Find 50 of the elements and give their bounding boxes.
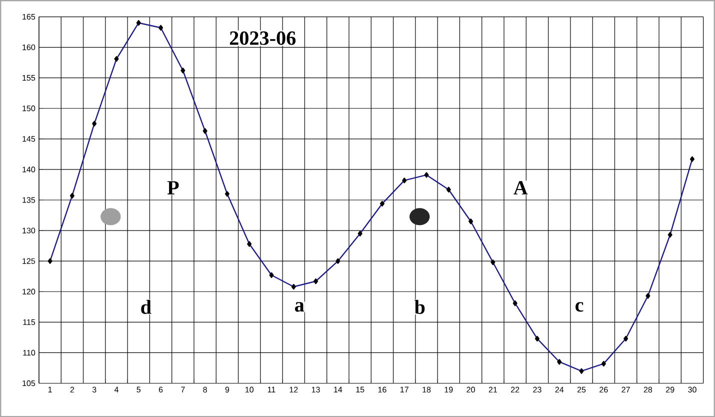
x-tick-label: 5 bbox=[136, 386, 141, 392]
y-tick-label: 150 bbox=[22, 105, 36, 112]
annotation: c bbox=[576, 302, 584, 312]
annotation: b bbox=[414, 300, 425, 314]
x-tick-label: 24 bbox=[555, 386, 564, 392]
x-tick-label: 26 bbox=[600, 386, 608, 392]
y-tick-label: 140 bbox=[22, 166, 36, 172]
x-tick-label: 1 bbox=[48, 386, 52, 392]
x-tick-label: 7 bbox=[181, 386, 185, 392]
y-tick-label: 160 bbox=[22, 44, 36, 50]
x-tick-label: 17 bbox=[400, 386, 408, 392]
x-tick-label: 2 bbox=[70, 386, 74, 392]
y-tick-label: 110 bbox=[23, 350, 36, 356]
annotation: d bbox=[141, 300, 152, 314]
annotation: A bbox=[514, 181, 528, 194]
x-tick-label: 27 bbox=[622, 386, 630, 392]
y-tick-label: 165 bbox=[22, 14, 36, 20]
x-tick-label: 13 bbox=[312, 386, 320, 392]
annotation: P bbox=[167, 181, 179, 194]
x-tick-label: 23 bbox=[533, 386, 542, 392]
x-tick-label: 19 bbox=[444, 386, 453, 392]
x-tick-label: 20 bbox=[466, 386, 475, 392]
x-tick-label: 21 bbox=[488, 386, 498, 392]
x-tick-label: 29 bbox=[666, 386, 674, 392]
x-tick-label: 14 bbox=[334, 386, 342, 392]
y-tick-label: 130 bbox=[22, 228, 36, 234]
x-tick-label: 22 bbox=[511, 386, 520, 392]
x-tick-label: 18 bbox=[422, 386, 431, 392]
x-tick-label: 3 bbox=[92, 386, 96, 392]
x-tick-label: 15 bbox=[356, 386, 364, 392]
x-tick-label: 8 bbox=[203, 386, 207, 392]
y-tick-label: 125 bbox=[22, 258, 36, 264]
text: 2023-06 bbox=[230, 31, 296, 45]
x-tick-label: 11 bbox=[268, 386, 276, 392]
x-tick-label: 16 bbox=[378, 386, 386, 392]
x-tick-label: 25 bbox=[577, 386, 586, 392]
y-tick-label: 155 bbox=[22, 74, 36, 81]
x-tick-label: 28 bbox=[644, 386, 652, 392]
annotation: a bbox=[295, 302, 304, 312]
y-tick-label: 115 bbox=[23, 319, 36, 325]
x-tick-label: 12 bbox=[290, 386, 298, 392]
x-tick-label: 4 bbox=[114, 386, 118, 392]
x-tick-label: 9 bbox=[225, 386, 230, 392]
x-tick-label: 6 bbox=[158, 386, 163, 392]
y-tick-label: 105 bbox=[22, 380, 36, 386]
x-tick-label: 30 bbox=[688, 386, 696, 392]
y-tick-label: 135 bbox=[22, 197, 36, 203]
y-tick-label: 145 bbox=[22, 136, 36, 142]
y-tick-label: 120 bbox=[22, 288, 36, 294]
x-tick-label: 10 bbox=[245, 386, 254, 392]
